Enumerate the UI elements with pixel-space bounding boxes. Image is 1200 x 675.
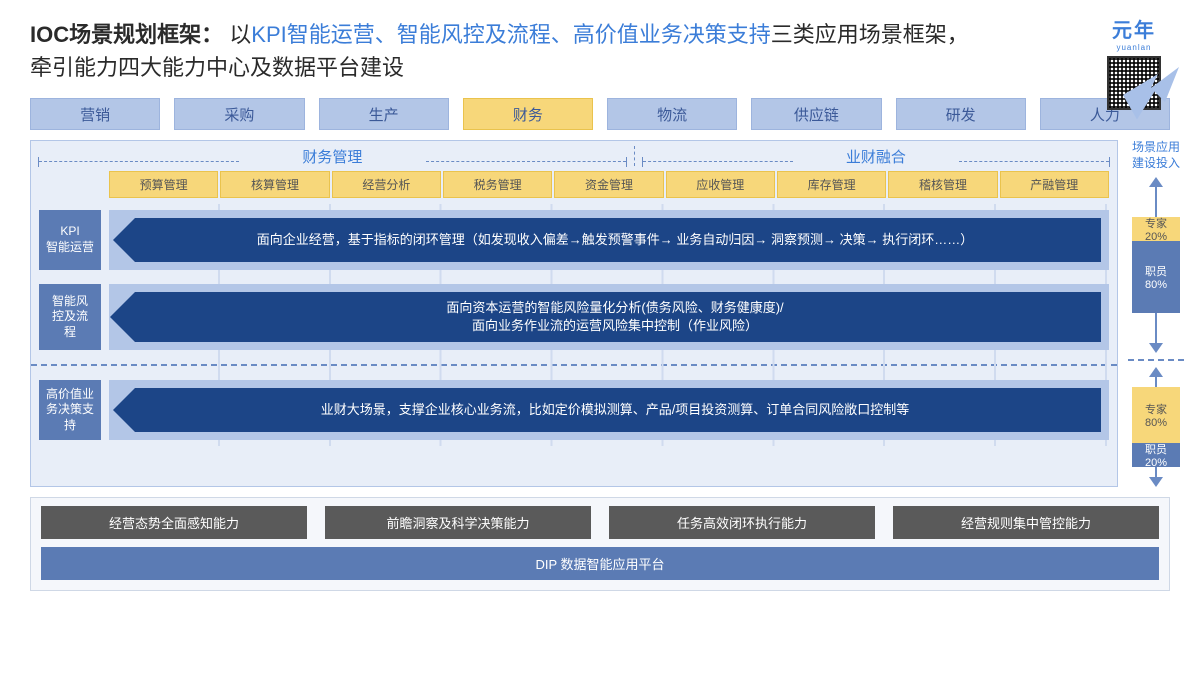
- section-left: 财务管理: [302, 149, 362, 166]
- column-header: 稽核管理: [888, 171, 997, 198]
- sidebar: 场景应用 建设投入 专家20%职员80% 专家80%职员20%: [1128, 140, 1184, 487]
- tab-财务[interactable]: 财务: [463, 98, 593, 130]
- header: IOC场景规划框架： 以KPI智能运营、智能风控及流程、高价值业务决策支持三类应…: [0, 0, 1200, 92]
- sidebar-block: 专家80%: [1132, 387, 1180, 443]
- title-post: 三类应用场景框架，: [771, 22, 969, 47]
- tab-供应链[interactable]: 供应链: [751, 98, 881, 130]
- column-header: 资金管理: [554, 171, 663, 198]
- section-right: 业财融合: [846, 149, 906, 166]
- main-panel: 财务管理 业财融合 预算管理核算管理经营分析税务管理资金管理应收管理库存管理稽核…: [30, 140, 1118, 487]
- tab-采购[interactable]: 采购: [174, 98, 304, 130]
- capability-cell: 前瞻洞察及科学决策能力: [325, 506, 591, 539]
- tab-研发[interactable]: 研发: [896, 98, 1026, 130]
- capability-cell: 经营规则集中管控能力: [893, 506, 1159, 539]
- sidebar-title: 场景应用 建设投入: [1132, 140, 1180, 171]
- row-label: 高价值业 务决策支 持: [39, 380, 101, 440]
- arrow-bar: 面向企业经营，基于指标的闭环管理（如发现收入偏差→触发预警事件→ 业务自动归因→…: [135, 218, 1101, 262]
- framework-row: 智能风 控及流 程面向资本运营的智能风险量化分析(债务风险、财务健康度)/ 面向…: [39, 278, 1109, 356]
- column-header: 应收管理: [666, 171, 775, 198]
- row-body: 面向企业经营，基于指标的闭环管理（如发现收入偏差→触发预警事件→ 业务自动归因→…: [109, 210, 1109, 270]
- tab-生产[interactable]: 生产: [319, 98, 449, 130]
- capability-cell: 经营态势全面感知能力: [41, 506, 307, 539]
- capability-cell: 任务高效闭环执行能力: [609, 506, 875, 539]
- title-blue: KPI智能运营、智能风控及流程、高价值业务决策支持: [251, 22, 770, 47]
- rows-area: KPI 智能运营面向企业经营，基于指标的闭环管理（如发现收入偏差→触发预警事件→…: [31, 204, 1117, 454]
- framework-row: 高价值业 务决策支 持业财大场景，支撑企业核心业务流，比如定价模拟测算、产品/项…: [39, 374, 1109, 446]
- arrow-bar: 面向资本运营的智能风险量化分析(债务风险、财务健康度)/ 面向业务作业流的运营风…: [135, 292, 1101, 342]
- column-header: 经营分析: [332, 171, 441, 198]
- top-tabs: 营销采购生产财务物流供应链研发人力: [0, 92, 1200, 140]
- sidebar-block: 职员20%: [1132, 443, 1180, 467]
- arrow-bar: 业财大场景，支撑企业核心业务流，比如定价模拟测算、产品/项目投资测算、订单合同风…: [135, 388, 1101, 432]
- logo-sub: yuanlan: [1088, 43, 1180, 52]
- section-headers: 财务管理 业财融合: [31, 141, 1117, 171]
- title-line2: 牵引能力四大能力中心及数据平台建设: [30, 51, 1170, 84]
- sidebar-block: 职员80%: [1132, 241, 1180, 313]
- column-header: 核算管理: [220, 171, 329, 198]
- row-body: 业财大场景，支撑企业核心业务流，比如定价模拟测算、产品/项目投资测算、订单合同风…: [109, 380, 1109, 440]
- column-header: 产融管理: [1000, 171, 1109, 198]
- column-header: 预算管理: [109, 171, 218, 198]
- bottom-row: 经营态势全面感知能力前瞻洞察及科学决策能力任务高效闭环执行能力经营规则集中管控能…: [41, 506, 1159, 539]
- bottom-bar: DIP 数据智能应用平台: [41, 547, 1159, 580]
- framework-row: KPI 智能运营面向企业经营，基于指标的闭环管理（如发现收入偏差→触发预警事件→…: [39, 204, 1109, 276]
- column-header: 库存管理: [777, 171, 886, 198]
- row-label: KPI 智能运营: [39, 210, 101, 270]
- sidebar-block: 专家20%: [1132, 217, 1180, 241]
- row-label: 智能风 控及流 程: [39, 284, 101, 350]
- logo-text: 元年: [1088, 14, 1180, 43]
- tab-营销[interactable]: 营销: [30, 98, 160, 130]
- title-bold: IOC场景规划框架：: [30, 22, 223, 47]
- row-body: 面向资本运营的智能风险量化分析(债务风险、财务健康度)/ 面向业务作业流的运营风…: [109, 284, 1109, 350]
- tab-物流[interactable]: 物流: [607, 98, 737, 130]
- bottom-panel: 经营态势全面感知能力前瞻洞察及科学决策能力任务高效闭环执行能力经营规则集中管控能…: [30, 497, 1170, 591]
- decorative-arrow-icon: [1116, 60, 1186, 130]
- column-headers: 预算管理核算管理经营分析税务管理资金管理应收管理库存管理稽核管理产融管理: [31, 171, 1117, 204]
- column-header: 税务管理: [443, 171, 552, 198]
- title-pre: 以: [229, 22, 251, 47]
